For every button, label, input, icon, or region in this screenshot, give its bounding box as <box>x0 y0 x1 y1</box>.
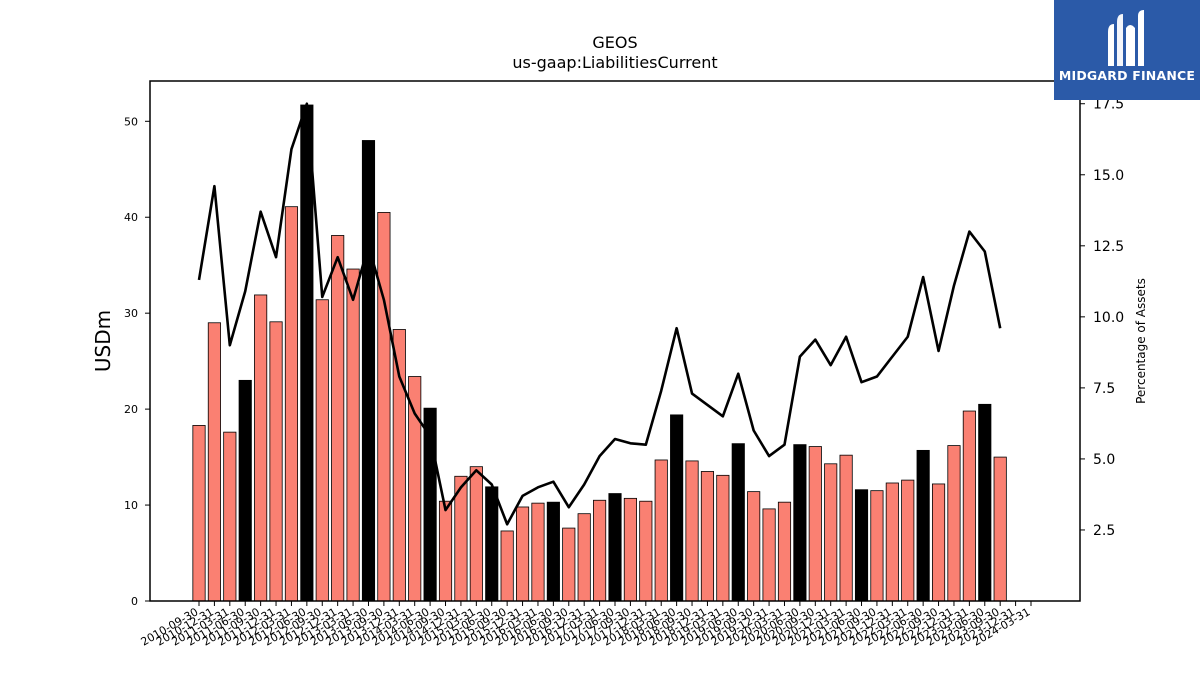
bar <box>916 449 930 602</box>
chart-subtitle: us-gaap:LiabilitiesCurrent <box>512 53 717 72</box>
line-series <box>197 102 1002 526</box>
bar <box>777 501 792 602</box>
y2-tick-label: 2.5 <box>1093 523 1115 539</box>
bar <box>978 403 992 602</box>
y2-tick-label: 15.0 <box>1093 168 1124 184</box>
bar <box>438 500 453 602</box>
y-tick-label: 40 <box>124 211 138 224</box>
bar <box>331 235 345 602</box>
bar <box>808 446 822 602</box>
y2-tick-label: 17.5 <box>1093 97 1124 113</box>
bar <box>361 140 376 602</box>
y2-tick-label: 10.0 <box>1093 310 1124 326</box>
bar <box>993 456 1007 602</box>
bar <box>469 466 483 602</box>
bar <box>223 431 237 602</box>
chart-title: GEOS <box>592 33 637 52</box>
bar <box>731 443 745 602</box>
bar <box>562 527 576 602</box>
bar <box>839 454 853 602</box>
y2-tick-label: 5.0 <box>1093 452 1115 468</box>
bar <box>824 463 838 602</box>
bar <box>623 497 637 602</box>
bar <box>192 425 206 602</box>
bar <box>346 268 360 602</box>
bar-series <box>192 104 1007 602</box>
y-tick-label: 0 <box>131 595 138 608</box>
bar <box>577 513 591 602</box>
bar <box>300 104 314 602</box>
y-tick-label: 50 <box>124 115 138 128</box>
bar <box>654 459 668 602</box>
y2-tick-label: 7.5 <box>1093 381 1115 397</box>
bar <box>747 491 761 602</box>
bar <box>685 460 699 602</box>
y-tick-label: 10 <box>124 499 138 512</box>
bar <box>716 474 730 602</box>
logo-text: MIDGARD FINANCE <box>1058 68 1196 83</box>
bar <box>315 299 329 602</box>
bar <box>500 530 514 602</box>
y-tick-label: 20 <box>124 403 138 416</box>
bar <box>531 502 545 602</box>
bar <box>762 508 776 602</box>
bar <box>284 206 299 602</box>
bar <box>870 490 884 602</box>
bar <box>485 486 499 602</box>
bar <box>608 493 622 602</box>
bar <box>854 489 869 602</box>
logo-mark-icon <box>1108 10 1144 66</box>
bar <box>238 379 252 602</box>
y-axis-label: USDm <box>91 310 115 372</box>
line-path <box>197 102 1002 526</box>
bar <box>207 322 221 602</box>
bar <box>700 471 715 602</box>
bar <box>901 479 915 602</box>
bar <box>269 321 283 602</box>
bar <box>793 444 807 602</box>
bar <box>670 414 684 602</box>
y-tick-label: 30 <box>124 307 138 320</box>
midgard-finance-logo: MIDGARD FINANCE <box>1054 0 1200 100</box>
bar <box>254 294 268 602</box>
bar <box>515 506 530 602</box>
bar <box>639 500 653 602</box>
bar <box>593 499 607 602</box>
y-axis-right: 2.5 5.0 7.5 10.0 12.5 15.0 17.5 <box>1080 97 1124 539</box>
bar <box>546 501 560 602</box>
bar <box>377 212 391 602</box>
y-axis-left: 0 10 20 30 40 50 <box>124 115 150 608</box>
bar <box>962 410 976 602</box>
x-axis: 2010-09-302010-12-312011-03-312011-06-30… <box>139 601 1033 649</box>
y2-axis-label: Percentage of Assets <box>1134 278 1148 404</box>
bar <box>947 445 961 602</box>
bar <box>931 483 946 602</box>
bar <box>885 482 899 602</box>
y2-tick-label: 12.5 <box>1093 239 1124 255</box>
